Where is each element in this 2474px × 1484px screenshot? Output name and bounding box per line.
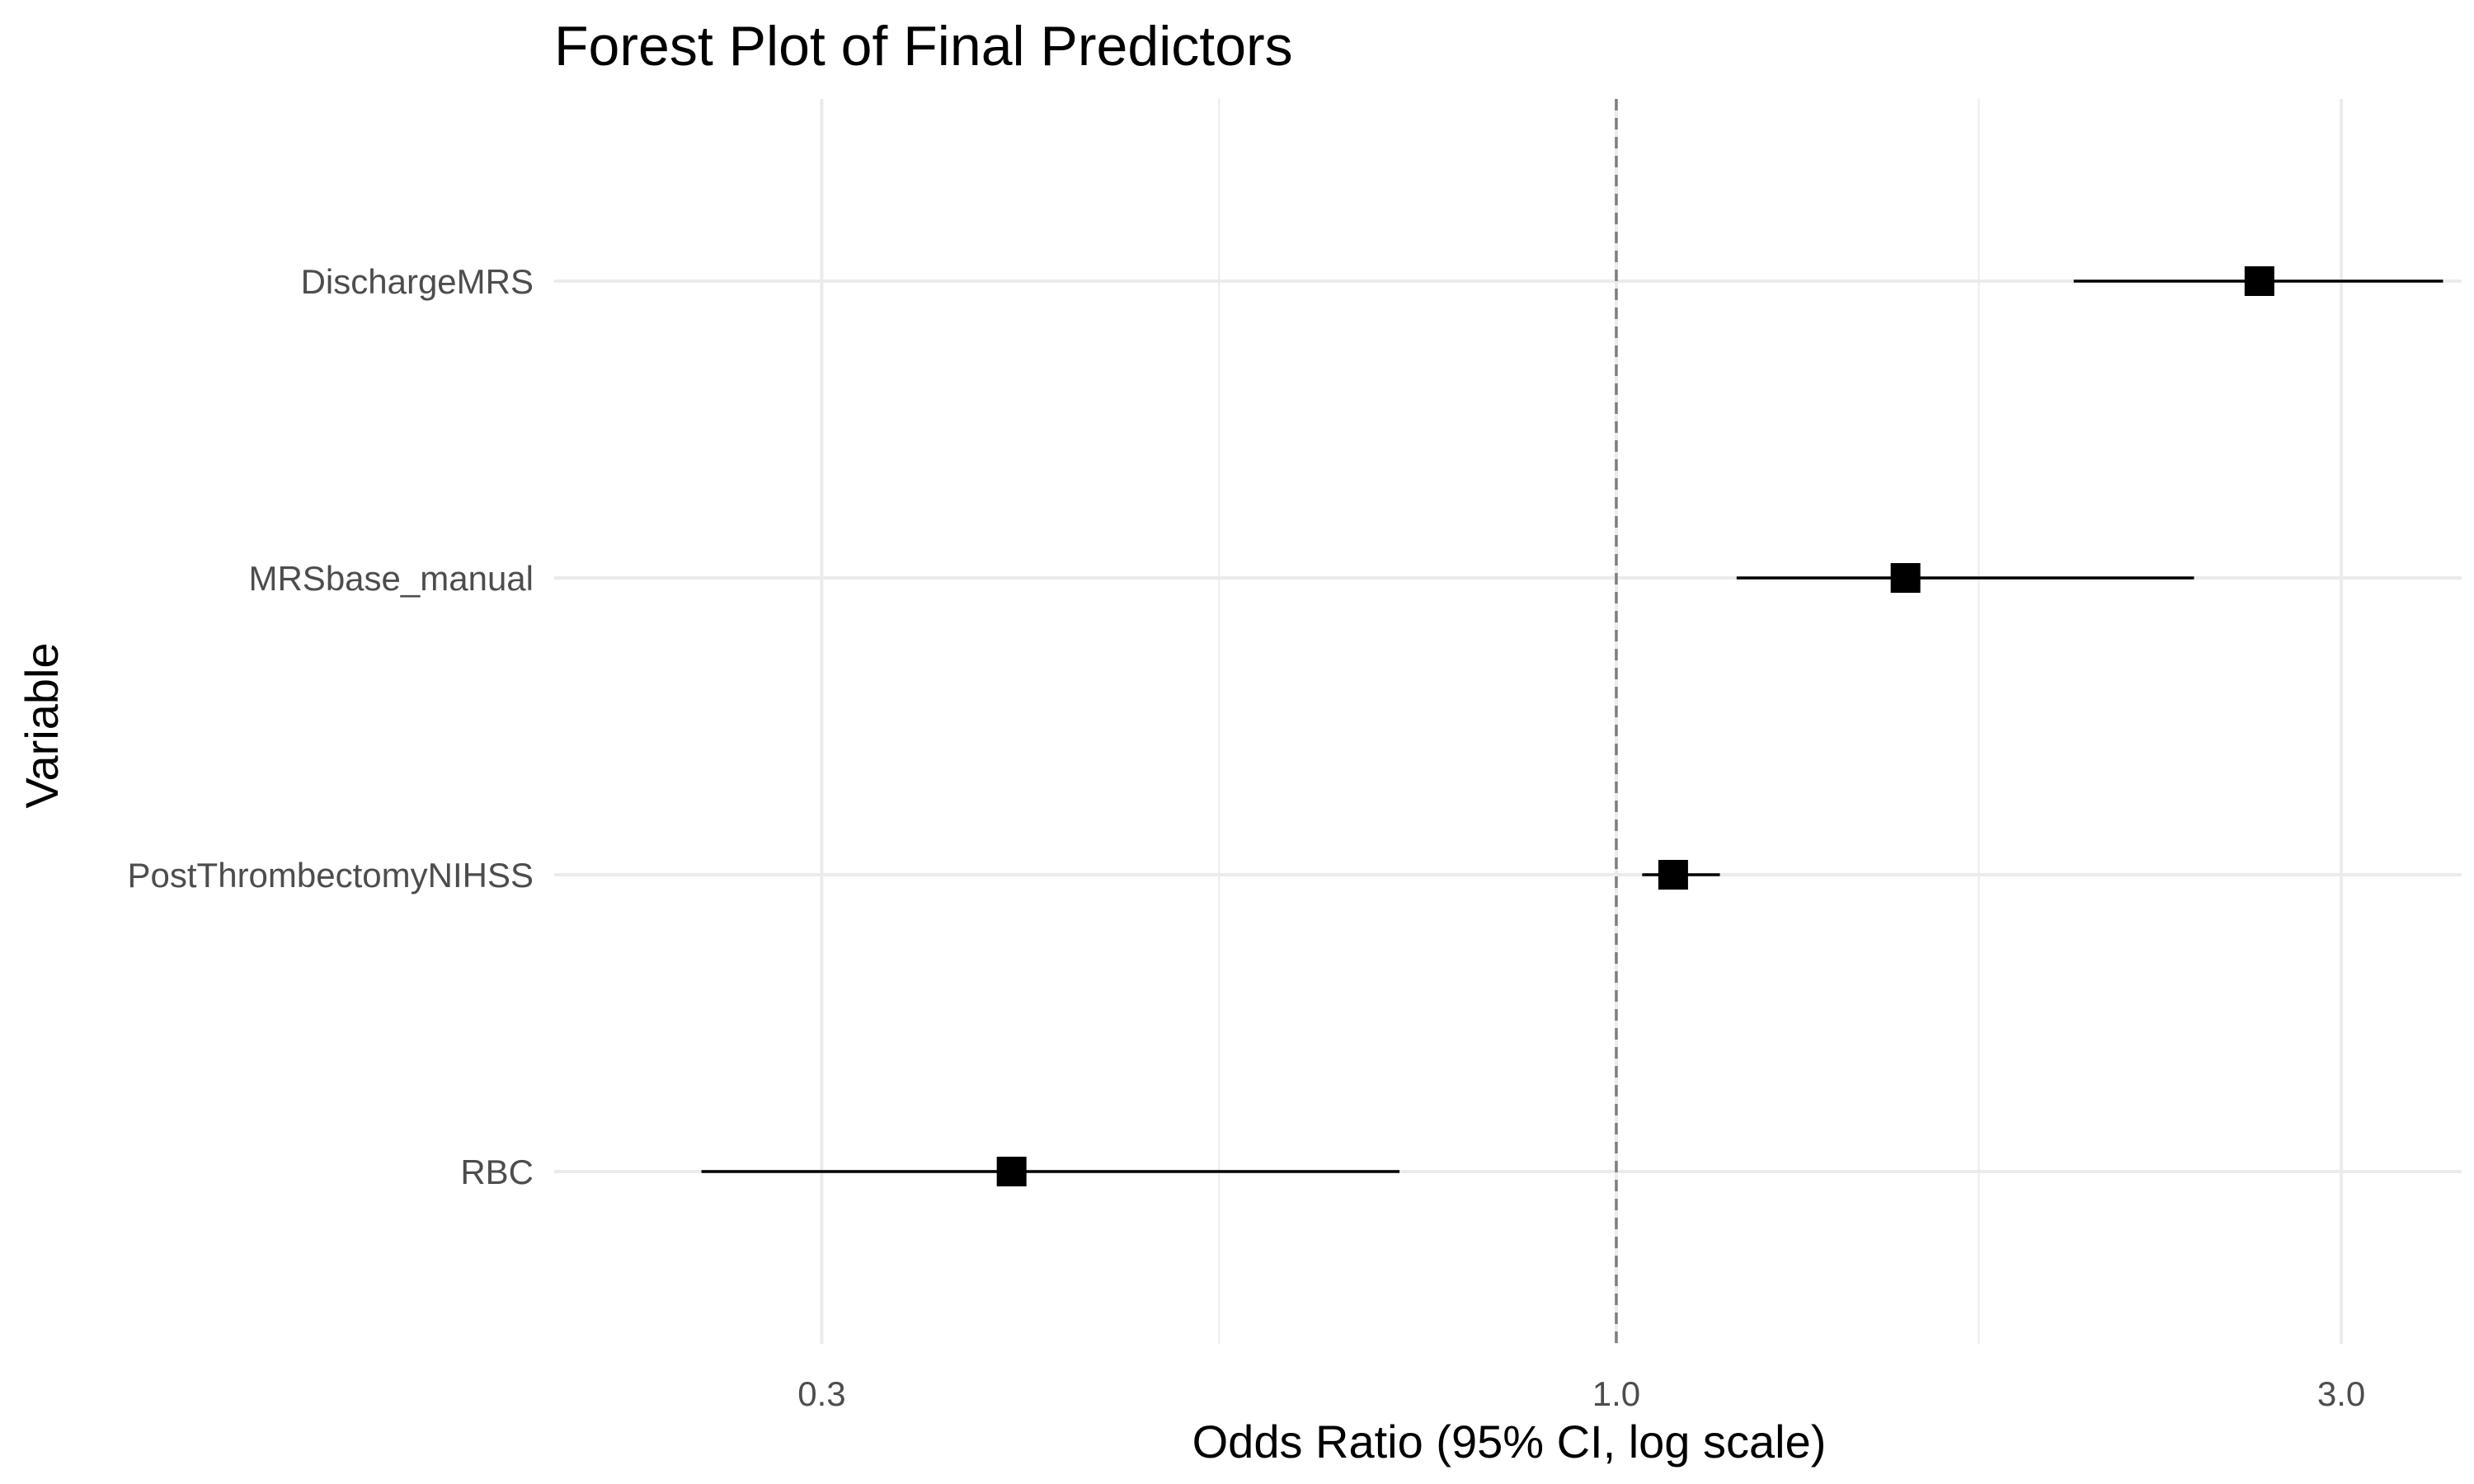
estimate-point-RBC bbox=[996, 1157, 1027, 1186]
major-gridlines bbox=[554, 99, 2462, 1344]
y-tick-label-RBC: RBC bbox=[460, 1153, 534, 1191]
y-tick-label-MRSbase_manual: MRSbase_manual bbox=[248, 559, 534, 598]
estimate-point-MRSbase_manual bbox=[1890, 563, 1921, 593]
data-marks bbox=[701, 266, 2443, 1186]
y-tick-label-PostThrombectomyNIHSS: PostThrombectomyNIHSS bbox=[128, 856, 534, 895]
estimate-point-PostThrombectomyNIHSS bbox=[1658, 860, 1688, 890]
y-category-labels: DischargeMRS MRSbase_manual PostThrombecto… bbox=[128, 262, 534, 1191]
y-axis-title: Variable bbox=[16, 642, 68, 808]
x-tick-label: 3.0 bbox=[2317, 1374, 2365, 1413]
y-tick-label-DischargeMRS: DischargeMRS bbox=[301, 262, 534, 301]
estimate-point-DischargeMRS bbox=[2244, 266, 2274, 296]
chart-title: Forest Plot of Final Predictors bbox=[554, 15, 1293, 77]
x-tick-label: 1.0 bbox=[1592, 1374, 1640, 1413]
x-tick-label: 0.3 bbox=[797, 1374, 845, 1413]
minor-gridlines bbox=[1218, 99, 1980, 1344]
x-axis-title: Odds Ratio (95% CI, log scale) bbox=[1192, 1416, 1827, 1468]
x-tick-labels: 0.3 1.0 3.0 bbox=[797, 1374, 2365, 1413]
